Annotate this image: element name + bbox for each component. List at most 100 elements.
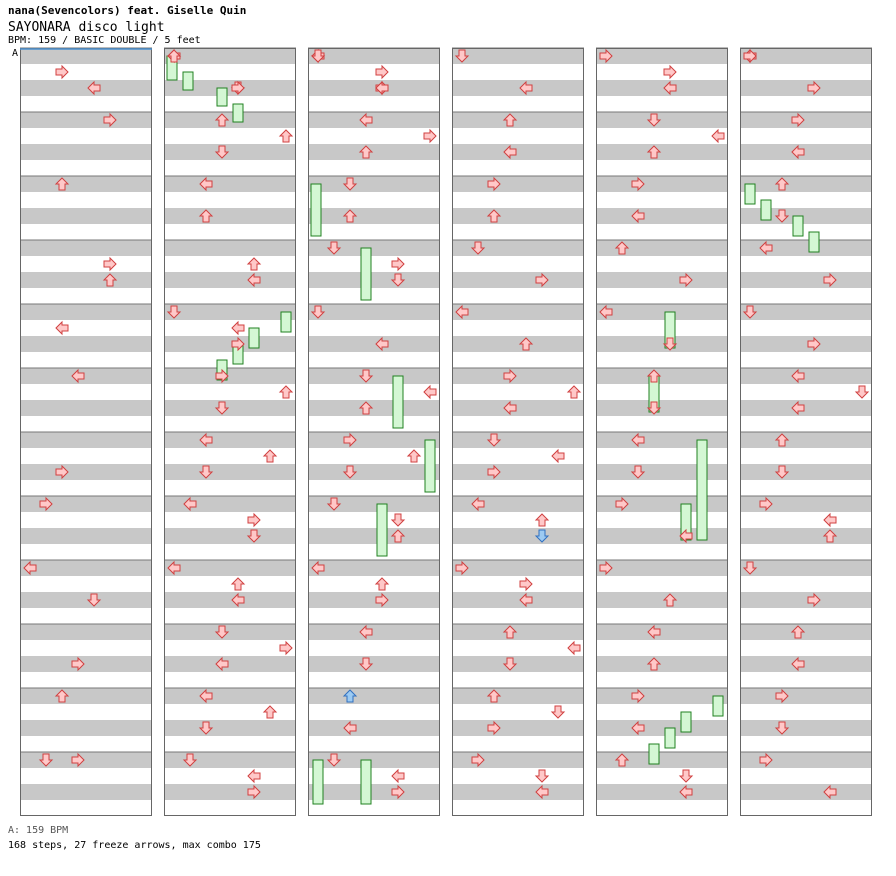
step-arrow: [214, 625, 230, 639]
beat-stripe: [21, 400, 152, 416]
beat-stripe: [741, 144, 872, 160]
beat-stripe: [165, 400, 296, 416]
step-arrow: [102, 273, 118, 287]
beat-stripe: [21, 368, 152, 384]
step-arrow: [711, 128, 725, 144]
step-arrow: [246, 529, 262, 543]
beat-stripe: [453, 496, 584, 512]
beat-stripe: [597, 624, 728, 640]
step-arrow: [615, 496, 629, 512]
step-arrow: [246, 257, 262, 271]
beat-stripe: [597, 240, 728, 256]
freeze-bar: [760, 199, 772, 221]
step-arrow: [678, 769, 694, 783]
beat-stripe: [309, 720, 440, 736]
step-arrow: [646, 657, 662, 671]
step-arrow: [359, 112, 373, 128]
step-arrow: [791, 400, 805, 416]
freeze-bar: [696, 439, 708, 541]
step-arrow: [646, 145, 662, 159]
beat-stripe: [21, 560, 152, 576]
step-arrow: [566, 385, 582, 399]
step-arrow: [390, 513, 406, 527]
step-arrow: [454, 49, 470, 63]
beat-stripe: [165, 240, 296, 256]
step-arrow: [774, 433, 790, 447]
beat-stripe: [597, 208, 728, 224]
beat-stripe: [741, 272, 872, 288]
step-arrow: [503, 144, 517, 160]
beat-stripe: [309, 624, 440, 640]
beat-stripe: [165, 48, 296, 64]
freeze-bar: [712, 695, 724, 717]
freeze-bar: [376, 503, 388, 557]
beat-stripe: [453, 80, 584, 96]
beat-stripe: [309, 432, 440, 448]
step-arrow: [662, 593, 678, 607]
step-arrow: [247, 272, 261, 288]
beat-stripe: [741, 240, 872, 256]
step-arrow: [71, 368, 85, 384]
beat-stripe: [21, 48, 152, 64]
beat-stripe: [453, 208, 584, 224]
freeze-bar: [182, 71, 194, 91]
step-arrow: [375, 336, 389, 352]
step-arrow: [342, 465, 358, 479]
step-arrow: [278, 385, 294, 399]
step-arrow: [230, 577, 246, 591]
step-arrow: [790, 625, 806, 639]
step-arrow: [406, 449, 422, 463]
step-arrow: [358, 145, 374, 159]
step-arrow: [663, 80, 677, 96]
step-arrow: [326, 753, 342, 767]
step-arrow: [791, 112, 805, 128]
beat-stripe: [453, 368, 584, 384]
beat-stripe: [453, 240, 584, 256]
beat-stripe: [309, 752, 440, 768]
step-arrow: [262, 705, 278, 719]
beat-stripe: [309, 272, 440, 288]
step-arrow: [807, 80, 821, 96]
beat-stripe: [597, 784, 728, 800]
beat-stripe: [21, 624, 152, 640]
step-arrow: [375, 80, 389, 96]
freeze-bar: [248, 327, 260, 349]
beat-stripe: [21, 720, 152, 736]
beat-stripe: [597, 656, 728, 672]
step-arrow: [503, 400, 517, 416]
beat-stripe: [453, 304, 584, 320]
song-artist: nana(Sevencolors) feat. Giselle Quin: [8, 4, 247, 17]
beat-stripe: [165, 592, 296, 608]
step-arrow: [391, 256, 405, 272]
step-arrow: [423, 384, 437, 400]
beat-stripe: [309, 240, 440, 256]
step-arrow: [55, 464, 69, 480]
beat-stripe: [597, 80, 728, 96]
beat-stripe: [597, 400, 728, 416]
beat-stripe: [165, 304, 296, 320]
step-arrow: [679, 528, 693, 544]
step-arrow: [182, 753, 198, 767]
step-arrow: [791, 144, 805, 160]
beat-stripe: [597, 432, 728, 448]
step-arrow: [375, 64, 389, 80]
freeze-bar: [310, 183, 322, 237]
step-arrow: [231, 592, 245, 608]
step-arrow: [231, 80, 245, 96]
beat-stripe: [453, 752, 584, 768]
step-arrow: [391, 768, 405, 784]
beat-stripe: [741, 784, 872, 800]
beat-stripe: [597, 368, 728, 384]
beat-stripe: [741, 432, 872, 448]
step-arrow: [199, 432, 213, 448]
step-arrow: [631, 688, 645, 704]
beat-stripe: [165, 464, 296, 480]
step-arrow: [743, 48, 757, 64]
step-arrow: [167, 560, 181, 576]
step-arrow: [854, 385, 870, 399]
step-arrow: [262, 449, 278, 463]
step-arrow: [342, 177, 358, 191]
beat-stripe: [309, 528, 440, 544]
beat-stripe: [165, 176, 296, 192]
step-arrow: [519, 592, 533, 608]
